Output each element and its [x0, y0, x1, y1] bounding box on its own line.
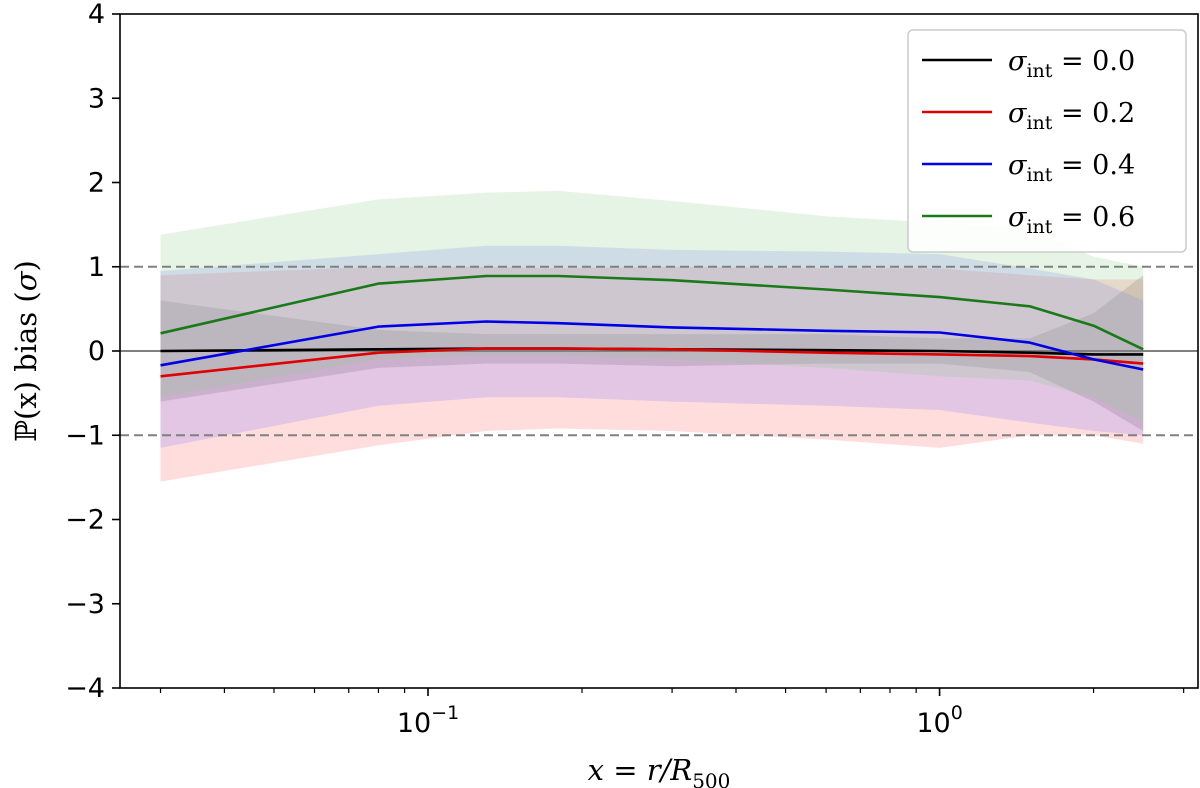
band-series-1	[160, 266, 1144, 482]
x-tick-label-1: 100	[916, 702, 962, 739]
series-lines	[160, 274, 1144, 378]
y-tick-label-1: 3	[88, 83, 105, 114]
y-tick-label-8: −4	[65, 673, 105, 704]
legend: σint = 0.0 σint = 0.2 σint = 0.4 σint = 0.6	[907, 29, 1187, 253]
x-axis-label: x = r/R500	[588, 753, 731, 788]
band-series-0	[160, 275, 1144, 431]
legend-label-1: σint = 0.2	[1008, 98, 1135, 134]
y-tick-label-6: −2	[65, 505, 105, 536]
y-tick-label-5: −1	[65, 420, 105, 451]
line-series-2	[160, 320, 1144, 371]
legend-entry-3: σint = 0.6	[922, 202, 1135, 238]
legend-label-2: σint = 0.4	[1008, 150, 1135, 186]
band-series-3	[160, 190, 1144, 423]
y-axis-label: ℙ(x) bias (σ)	[9, 260, 43, 442]
legend-box	[907, 29, 1187, 253]
band-series-2	[160, 245, 1144, 448]
y-tick-label-3: 1	[88, 252, 105, 283]
y-tick-label-2: 2	[88, 168, 105, 199]
legend-entry-2: σint = 0.4	[922, 150, 1135, 186]
line-series-3	[160, 274, 1144, 351]
y-tick-label-0: 4	[88, 0, 105, 30]
legend-entry-0: σint = 0.0	[922, 46, 1135, 82]
y-tick-label-4: 0	[88, 336, 105, 367]
legend-label-3: σint = 0.6	[1008, 202, 1135, 238]
confidence-bands	[160, 190, 1144, 482]
legend-label-0: σint = 0.0	[1008, 46, 1135, 82]
line-series-1	[160, 347, 1144, 378]
x-tick-label-0: 10−1	[397, 702, 459, 739]
y-tick-label-7: −3	[65, 589, 105, 620]
legend-entry-1: σint = 0.2	[922, 98, 1135, 134]
